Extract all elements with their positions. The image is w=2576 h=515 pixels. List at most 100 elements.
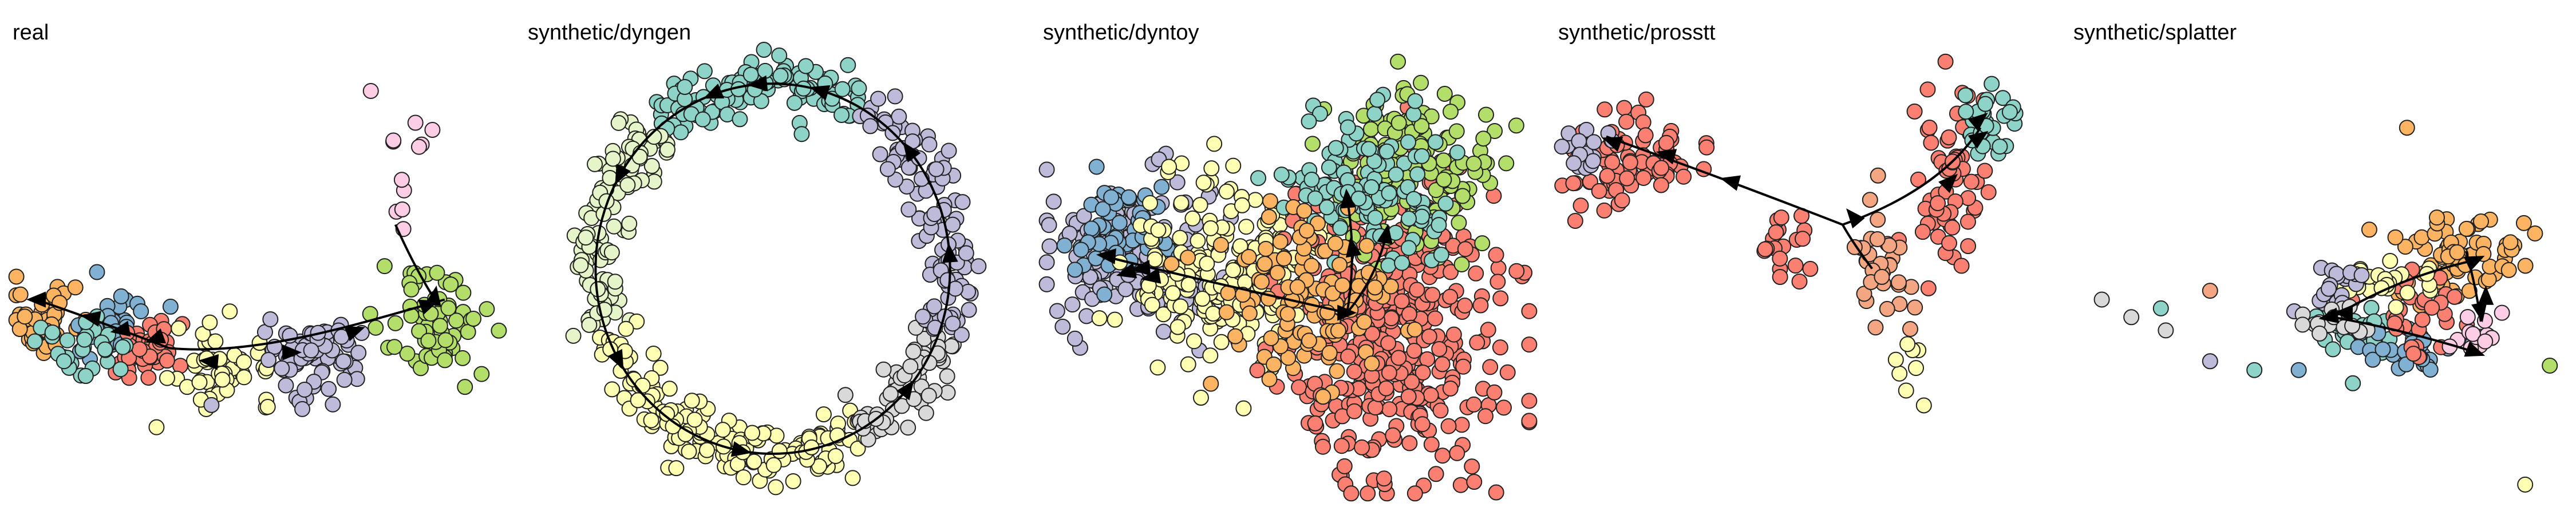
cell-point <box>735 469 752 486</box>
cell-point <box>1902 321 1918 338</box>
cell-point <box>1180 356 1196 373</box>
cell-point <box>1318 199 1335 216</box>
cell-point <box>2353 267 2370 283</box>
cell-point <box>606 218 622 235</box>
cell-point <box>1466 474 1483 490</box>
cell-point <box>686 411 703 428</box>
trajectory-arrow <box>2333 304 2353 321</box>
cell-point <box>1170 319 1186 335</box>
cell-point <box>1477 106 1494 123</box>
cell-point <box>2424 299 2440 316</box>
cell-point <box>698 442 715 458</box>
cell-point <box>2374 341 2391 358</box>
panel-dyntoy: synthetic/dyntoy <box>1030 0 1546 515</box>
cell-point <box>732 111 748 128</box>
cell-point <box>202 314 218 331</box>
cell-point <box>376 258 393 275</box>
cell-point <box>1307 415 1323 431</box>
cell-point <box>1427 310 1443 327</box>
cell-point <box>1567 213 1583 229</box>
cell-point <box>410 138 427 155</box>
cell-point <box>905 343 922 360</box>
cell-point <box>844 470 861 486</box>
cell-point <box>618 320 634 337</box>
cell-point <box>1455 358 1472 375</box>
cell-point <box>1869 231 1886 248</box>
cell-point <box>1870 211 1886 228</box>
cell-point <box>1241 305 1258 322</box>
cell-point <box>1332 256 1348 273</box>
trajectory-arrow <box>2463 256 2485 272</box>
trajectory-arrow <box>748 75 768 92</box>
cell-point <box>1448 123 1465 140</box>
cell-point <box>1164 285 1181 302</box>
cell-point <box>2405 346 2422 362</box>
cell-point <box>1635 170 1652 187</box>
scatter-plot <box>2093 120 2558 493</box>
cell-point <box>1915 397 1932 414</box>
cell-point <box>1434 356 1451 373</box>
cell-point <box>1464 458 1480 475</box>
cell-point <box>793 126 810 142</box>
cell-point <box>1890 274 1907 291</box>
cell-point <box>1238 219 1255 235</box>
cell-point <box>1394 255 1411 271</box>
cell-point <box>605 150 621 167</box>
cell-point <box>1421 328 1437 345</box>
cell-point <box>387 315 404 331</box>
cell-point <box>1635 114 1652 130</box>
cell-point <box>1103 189 1120 205</box>
cell-point <box>1980 184 1997 200</box>
trajectory-arrow <box>942 243 958 263</box>
cell-point <box>1195 175 1212 191</box>
cell-point <box>1330 322 1346 339</box>
cell-point <box>1958 104 1974 120</box>
cell-point <box>424 122 441 138</box>
cell-point <box>1616 100 1633 116</box>
cell-point <box>393 172 410 188</box>
cell-point <box>1435 152 1452 169</box>
trajectory-arrow <box>1345 237 1362 258</box>
cell-point <box>1327 140 1344 156</box>
cell-point <box>2388 299 2404 315</box>
cell-point <box>1261 209 1277 225</box>
cell-point <box>1898 382 1914 399</box>
trajectory-arrow <box>615 164 631 185</box>
cell-point <box>56 353 72 370</box>
cell-point <box>162 298 179 315</box>
cell-point <box>1380 335 1397 351</box>
cell-point <box>1321 159 1337 176</box>
cell-point <box>1332 220 1349 236</box>
cell-point <box>1452 477 1469 493</box>
cell-point <box>2458 220 2475 237</box>
cell-point <box>1887 351 1904 368</box>
cell-point <box>1442 380 1459 397</box>
cell-point <box>1469 334 1485 351</box>
cell-point <box>76 331 93 348</box>
cell-point <box>1907 299 1923 316</box>
cell-point <box>887 88 903 105</box>
cell-point <box>1432 402 1449 419</box>
trajectory-line <box>169 298 445 351</box>
trajectory-arrow <box>1337 304 1357 321</box>
cell-point <box>652 359 669 376</box>
cell-point <box>683 393 700 409</box>
cell-point <box>260 352 277 369</box>
cell-point <box>2152 300 2169 316</box>
cell-point <box>891 108 907 125</box>
cell-point <box>827 447 844 464</box>
cell-point <box>1390 114 1407 131</box>
cell-point <box>945 315 961 332</box>
cell-point <box>44 324 61 341</box>
cell-point <box>455 350 471 366</box>
cell-point <box>954 194 971 211</box>
cell-point <box>1433 247 1449 263</box>
cell-point <box>2361 221 2377 238</box>
cell-point <box>1366 279 1383 296</box>
cell-point <box>1390 350 1407 366</box>
cell-point <box>1573 197 1589 214</box>
cell-point <box>1424 287 1441 303</box>
cell-point <box>756 42 772 58</box>
cell-point <box>325 396 341 413</box>
trajectory-arrow <box>282 344 302 360</box>
